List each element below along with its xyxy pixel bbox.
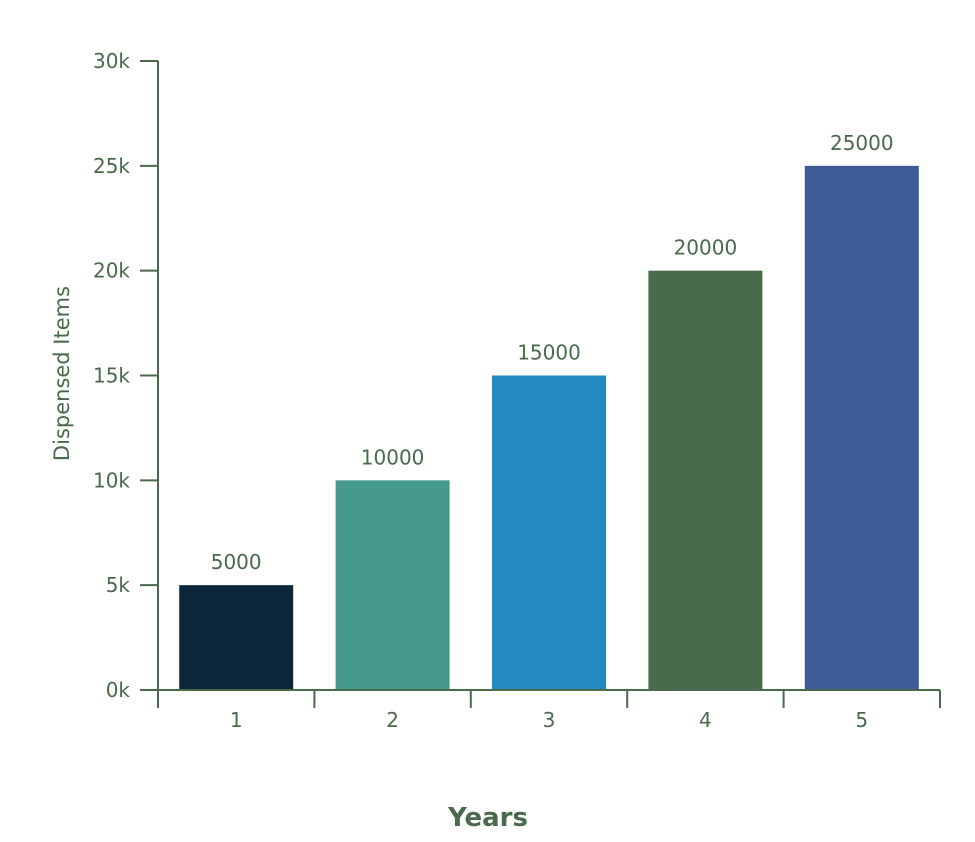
y-tick-label-2: 10k bbox=[93, 468, 130, 492]
y-tick-label-3: 15k bbox=[93, 364, 130, 388]
bar-4 bbox=[648, 270, 763, 690]
y-axis-title: Dispensed Items bbox=[50, 286, 74, 461]
y-tick-label-6: 30k bbox=[93, 49, 130, 73]
bar-2 bbox=[335, 480, 450, 690]
data-label-5: 25000 bbox=[830, 131, 894, 155]
x-tick-label-2: 2 bbox=[386, 708, 399, 732]
data-label-4: 20000 bbox=[674, 236, 738, 260]
data-labels-group: 5000 10000 15000 20000 25000 bbox=[211, 131, 894, 574]
y-tick-label-5: 25k bbox=[93, 154, 130, 178]
data-label-1: 5000 bbox=[211, 550, 262, 574]
x-axis-title: Years bbox=[447, 803, 528, 833]
y-tick-label-0: 0k bbox=[106, 678, 131, 702]
y-tick-label-1: 5k bbox=[106, 573, 131, 597]
x-tick-label-1: 1 bbox=[230, 708, 243, 732]
bar-1 bbox=[179, 585, 294, 690]
x-tick-label-3: 3 bbox=[543, 708, 556, 732]
x-tick-label-5: 5 bbox=[855, 708, 868, 732]
bar-3 bbox=[492, 375, 606, 690]
data-label-2: 10000 bbox=[361, 445, 425, 469]
y-tick-label-4: 20k bbox=[93, 259, 130, 283]
x-axis: 1 2 3 4 5 bbox=[157, 689, 941, 732]
data-label-3: 15000 bbox=[517, 341, 581, 365]
bars-group bbox=[179, 165, 919, 691]
bar-5 bbox=[804, 165, 919, 691]
y-axis: 0k 5k 10k 15k 20k 25k 30k bbox=[93, 49, 159, 702]
x-tick-label-4: 4 bbox=[699, 708, 712, 732]
